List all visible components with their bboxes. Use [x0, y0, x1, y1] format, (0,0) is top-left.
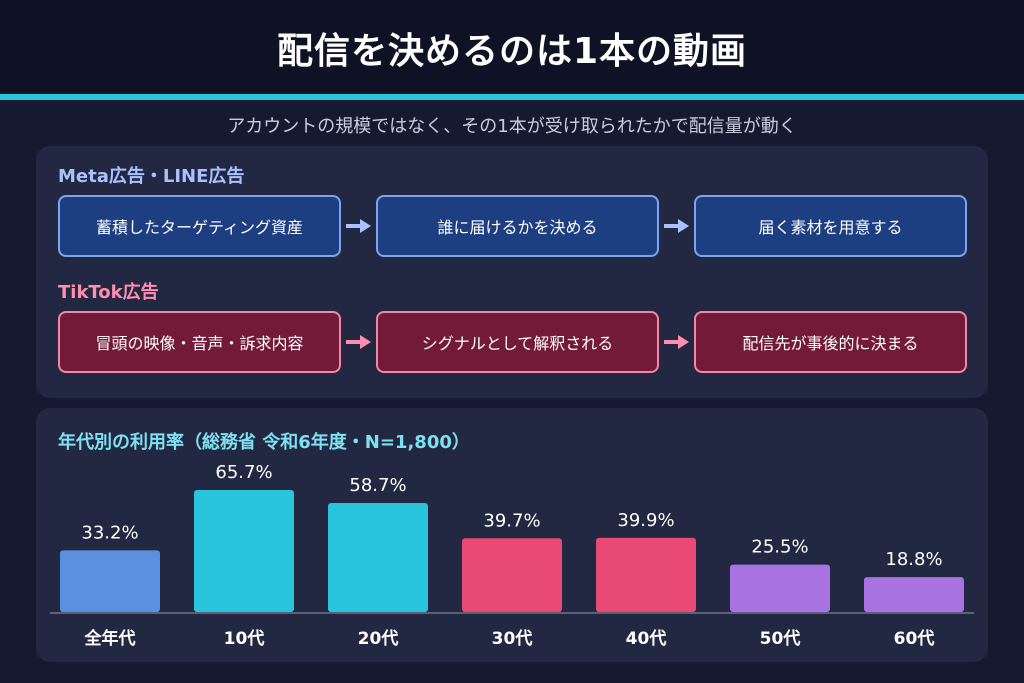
meta-step-2: 誰に届けるかを決める [376, 195, 659, 257]
bar-3 [462, 538, 562, 612]
category-label: 30代 [492, 628, 533, 649]
bar-value-label: 65.7% [215, 462, 272, 483]
meta-step-1: 蓄積したターゲティング資産 [58, 195, 341, 257]
arrow-right-icon [664, 335, 689, 349]
bar-chart: 33.2% 全年代 65.7% 10代 58.7% 20代 39.7% 30代 39.9% 40代… [50, 462, 974, 649]
meta-section-label: Meta広告・LINE広告 [58, 166, 245, 187]
category-label: 20代 [358, 628, 399, 649]
category-label: 全年代 [84, 628, 136, 649]
bar-value-label: 39.7% [483, 510, 540, 531]
bar-value-label: 58.7% [349, 475, 406, 496]
arrow-right-icon [346, 219, 371, 233]
bar-value-label: 18.8% [885, 549, 942, 570]
accent-bar [0, 94, 1024, 100]
tiktok-step-2: シグナルとして解釈される [376, 311, 659, 373]
bar-2 [328, 502, 428, 612]
bar-5 [730, 564, 830, 612]
page-title: 配信を決めるのは1本の動画 [276, 31, 748, 72]
bar-value-label: 33.2% [81, 522, 138, 543]
arrow-right-icon [664, 219, 689, 233]
subtitle: アカウントの規模ではなく、その1本が受け取られたかで配信量が動く [227, 116, 797, 137]
bar-value-label: 39.9% [617, 510, 674, 531]
category-label: 60代 [894, 628, 935, 649]
arrow-right-icon [346, 335, 371, 349]
bar-6 [864, 577, 964, 612]
chart-title: 年代別の利用率（総務省 令和6年度・N=1,800） [58, 432, 470, 453]
tiktok-step-3: 配信先が事後的に決まる [694, 311, 967, 373]
category-label: 50代 [760, 628, 801, 649]
category-label: 10代 [224, 628, 265, 649]
bar-4 [596, 537, 696, 612]
category-label: 40代 [626, 628, 667, 649]
bar-0 [60, 550, 160, 612]
tiktok-section-label: TikTok広告 [58, 282, 159, 303]
bar-value-label: 25.5% [751, 537, 808, 558]
tiktok-step-1: 冒頭の映像・音声・訴求内容 [58, 311, 341, 373]
header: 配信を決めるのは1本の動画 [0, 0, 1024, 96]
meta-step-3: 届く素材を用意する [694, 195, 967, 257]
bar-1 [194, 489, 294, 612]
